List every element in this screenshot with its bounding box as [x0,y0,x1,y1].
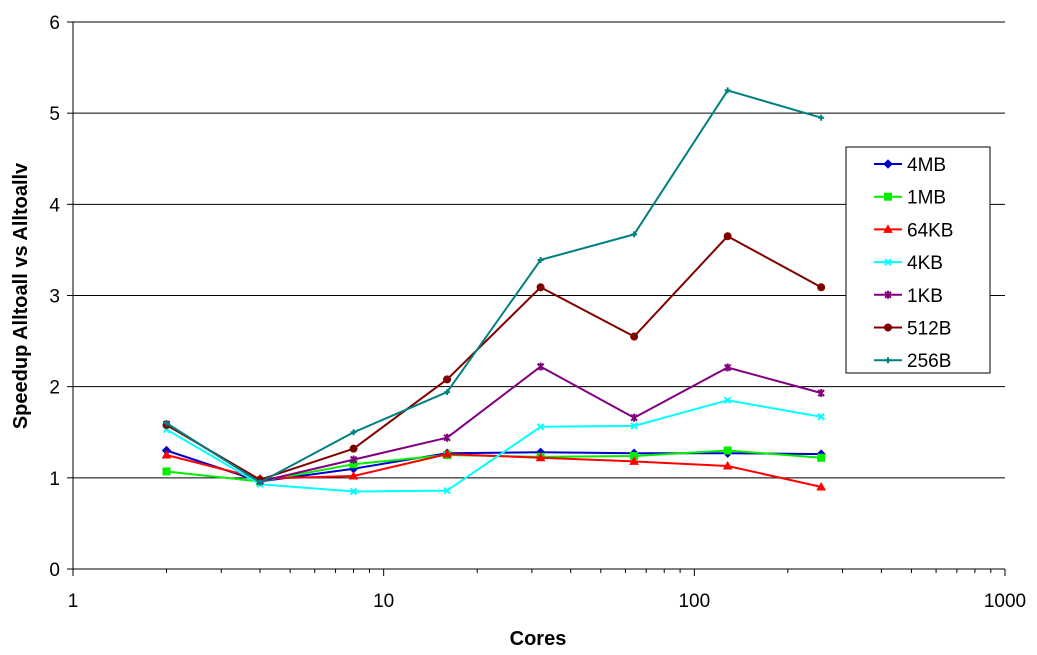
data-point-1kb [349,455,358,464]
data-point-256b [724,87,731,94]
y-axis-tick-labels: 0 1 2 3 4 5 6 [49,13,60,581]
data-point-256b [818,114,825,121]
data-point-256b [257,479,264,486]
legend-box [845,146,991,374]
y-tick-label: 5 [49,104,60,125]
legend-label-4mb: 4MB [907,155,946,176]
legend-marker-4kb [884,258,892,266]
data-point-1mb [723,446,732,455]
legend-label-1mb: 1MB [907,188,946,209]
data-point-4kb [723,396,732,405]
data-point-256b [350,429,357,436]
legend-label-4kb: 4KB [907,253,943,274]
data-point-4kb [443,486,451,495]
legend-item-4kb: 4KB [874,253,943,274]
legend-marker-1mb [884,192,892,201]
data-point-512b [536,283,545,292]
data-point-1kb [817,389,825,398]
series-line-4kb [165,399,822,493]
y-tick-label: 2 [49,378,60,399]
legend-item-64kb: 64KB [874,220,953,241]
data-point-64kb [348,471,359,480]
gridlines [73,21,1005,479]
data-point-256b [444,389,451,396]
legend-marker-256b [885,357,891,364]
legend-label-64kb: 64KB [907,220,953,241]
data-point-64kb [535,452,546,462]
data-point-64kb [629,456,639,465]
y-tick-label: 3 [49,287,60,308]
x-tick-label: 10 [373,591,394,612]
data-point-1kb [630,413,638,422]
y-tick-label: 1 [49,469,60,490]
data-point-512b [817,283,826,292]
data-point-4kb [536,423,545,431]
legend-marker-1kb [884,290,892,299]
series-4kb [162,396,825,496]
data-point-64kb [442,449,452,458]
series-line-256b [165,89,822,484]
legend: 4MB 1MB 64KB 4KB 1KB 512B 256B [845,146,991,374]
series-line-512b [165,235,822,481]
data-point-256b [537,256,544,263]
x-tick-label: 1 [68,591,79,612]
data-point-1kb [536,362,545,371]
legend-label-1kb: 1KB [907,286,943,307]
data-point-1kb [443,433,451,442]
data-point-4kb [817,413,825,421]
legend-item-4mb: 4MB [874,155,946,176]
data-point-512b [349,444,358,453]
y-tick-label: 4 [49,195,60,216]
series-512b [162,232,826,484]
data-point-512b [630,332,639,341]
data-point-512b [723,232,732,241]
data-point-512b [443,375,452,384]
x-axis-title: Cores [510,628,567,650]
legend-item-512b: 512B [874,319,951,340]
series-256b [163,87,825,486]
x-axis-tick-labels: 1 10 100 1000 [68,591,1026,612]
y-tick-label: 0 [49,560,60,581]
x-tick-label: 100 [678,591,710,612]
x-tick-label: 1000 [984,591,1026,612]
legend-marker-64kb [883,224,893,233]
series-lines [161,87,827,496]
data-point-64kb [722,460,733,470]
data-point-1mb [162,467,171,476]
data-point-256b [631,231,638,238]
legend-label-256b: 256B [907,351,951,372]
legend-marker-4mb [883,159,893,169]
data-point-4kb [349,487,358,496]
legend-label-512b: 512B [907,319,951,340]
y-axis-title: Speedup Alltoall vs Alltoallv [10,162,32,429]
data-point-1mb [817,453,826,462]
data-point-256b [163,420,170,427]
legend-item-1mb: 1MB [874,188,946,209]
data-point-1kb [723,363,732,372]
data-point-64kb [816,481,827,491]
axes [67,21,1006,576]
series-line-1kb [165,365,822,483]
data-point-64kb [161,450,172,459]
data-point-4kb [630,422,638,430]
y-tick-label: 6 [49,13,60,34]
legend-marker-512b [884,323,892,332]
legend-item-1kb: 1KB [874,286,943,307]
legend-item-256b: 256B [874,351,951,372]
